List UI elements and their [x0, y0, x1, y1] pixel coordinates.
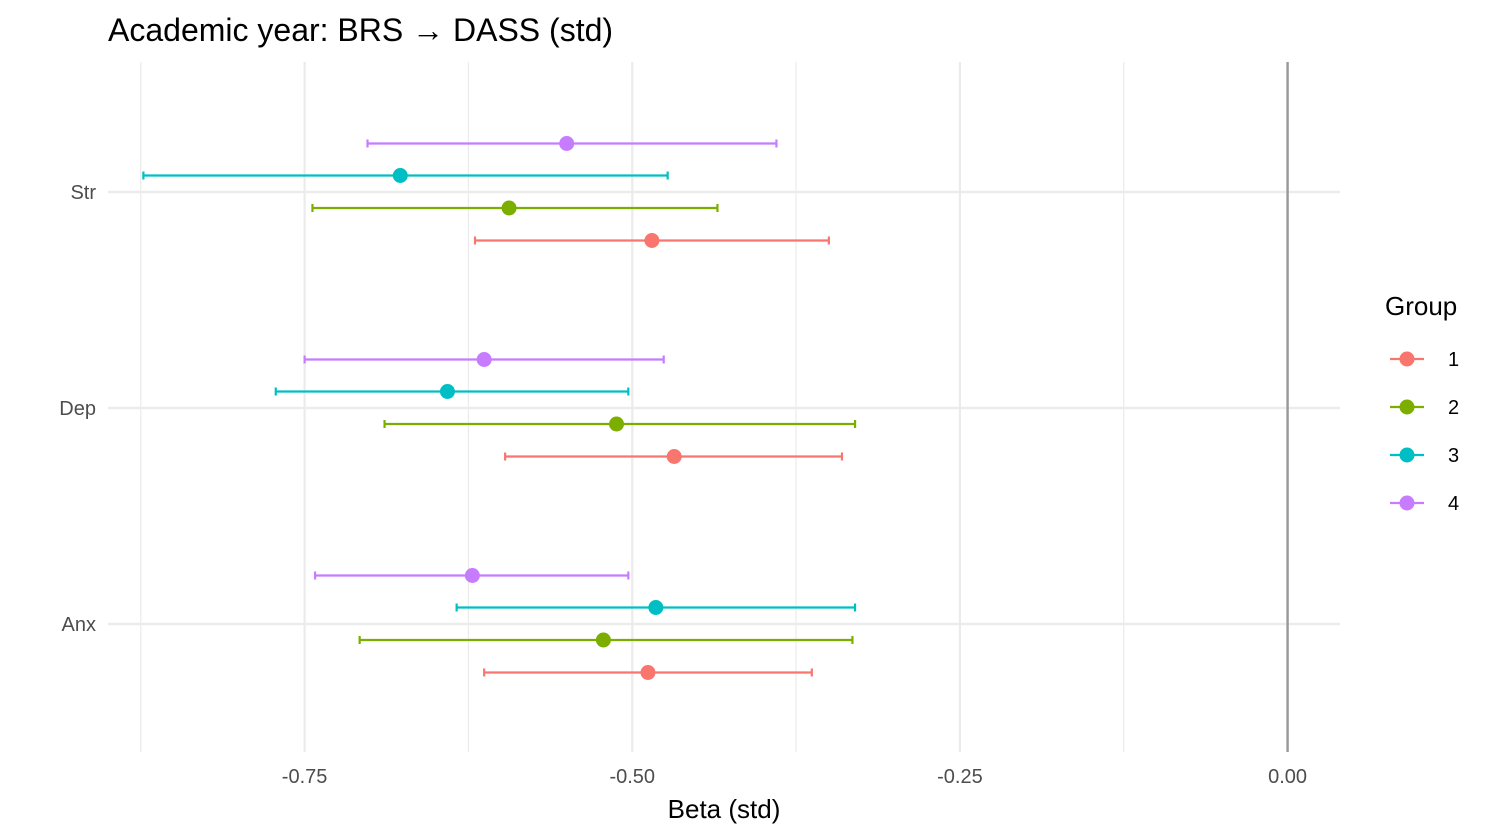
series-group-4 [303, 136, 778, 583]
grid [108, 62, 1340, 752]
estimate-point [609, 416, 625, 432]
estimate-point [439, 384, 455, 399]
y-tick-labels: Str Dep Anx [59, 182, 96, 636]
estimate-point [559, 136, 575, 151]
legend-item-3: 3 [1390, 445, 1459, 467]
chart-title: Academic year: BRS → DASS (std) [108, 12, 613, 48]
legend-key-point [1399, 447, 1415, 463]
series-group-2 [311, 200, 857, 648]
legend-key-point [1399, 399, 1415, 415]
legend-item-1: 1 [1390, 349, 1459, 371]
legend-label: 1 [1448, 349, 1459, 371]
estimate-point [644, 233, 660, 248]
series [142, 136, 857, 680]
legend-label: 4 [1448, 493, 1459, 515]
estimate-point [476, 352, 492, 367]
estimate-point [640, 665, 656, 680]
series-group-1 [473, 233, 844, 680]
y-tick-label: Dep [59, 398, 96, 420]
estimate-point [501, 200, 517, 216]
legend-key-point [1399, 495, 1415, 511]
legend-title: Group [1385, 291, 1457, 321]
estimate-point [648, 600, 664, 615]
x-tick-labels: -0.75 -0.50 -0.25 0.00 [282, 766, 1307, 788]
x-tick-label: -0.50 [609, 766, 655, 788]
estimate-point [666, 449, 682, 464]
legend-label: 3 [1448, 445, 1459, 467]
legend: Group 1 2 3 4 [1385, 291, 1459, 515]
estimate-point [392, 168, 408, 183]
y-tick-label: Str [70, 182, 96, 204]
legend-key-point [1399, 351, 1415, 367]
series-group-3 [142, 168, 857, 615]
estimate-point [464, 568, 480, 583]
x-tick-label: 0.00 [1268, 766, 1307, 788]
y-tick-label: Anx [62, 614, 96, 636]
legend-item-4: 4 [1390, 493, 1459, 515]
x-tick-label: -0.25 [937, 766, 983, 788]
legend-label: 2 [1448, 397, 1459, 419]
estimate-point [595, 632, 611, 648]
legend-item-2: 2 [1390, 397, 1459, 419]
x-axis-title: Beta (std) [668, 794, 781, 824]
x-tick-label: -0.75 [282, 766, 328, 788]
